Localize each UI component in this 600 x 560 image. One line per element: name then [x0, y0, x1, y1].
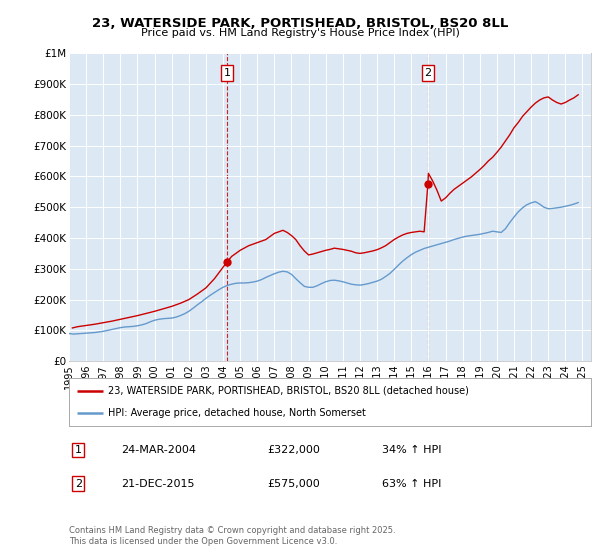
Text: 23, WATERSIDE PARK, PORTISHEAD, BRISTOL, BS20 8LL: 23, WATERSIDE PARK, PORTISHEAD, BRISTOL,…: [92, 17, 508, 30]
Text: 63% ↑ HPI: 63% ↑ HPI: [382, 478, 442, 488]
Text: HPI: Average price, detached house, North Somerset: HPI: Average price, detached house, Nort…: [108, 408, 366, 418]
Text: 2: 2: [75, 478, 82, 488]
Text: 23, WATERSIDE PARK, PORTISHEAD, BRISTOL, BS20 8LL (detached house): 23, WATERSIDE PARK, PORTISHEAD, BRISTOL,…: [108, 386, 469, 396]
Text: 34% ↑ HPI: 34% ↑ HPI: [382, 445, 442, 455]
Text: 24-MAR-2004: 24-MAR-2004: [121, 445, 196, 455]
Text: £322,000: £322,000: [268, 445, 320, 455]
Text: 1: 1: [223, 68, 230, 78]
Text: 2: 2: [424, 68, 431, 78]
Text: Contains HM Land Registry data © Crown copyright and database right 2025.
This d: Contains HM Land Registry data © Crown c…: [69, 526, 395, 546]
Text: Price paid vs. HM Land Registry's House Price Index (HPI): Price paid vs. HM Land Registry's House …: [140, 28, 460, 38]
Text: 21-DEC-2015: 21-DEC-2015: [121, 478, 194, 488]
Text: 1: 1: [75, 445, 82, 455]
Text: £575,000: £575,000: [268, 478, 320, 488]
